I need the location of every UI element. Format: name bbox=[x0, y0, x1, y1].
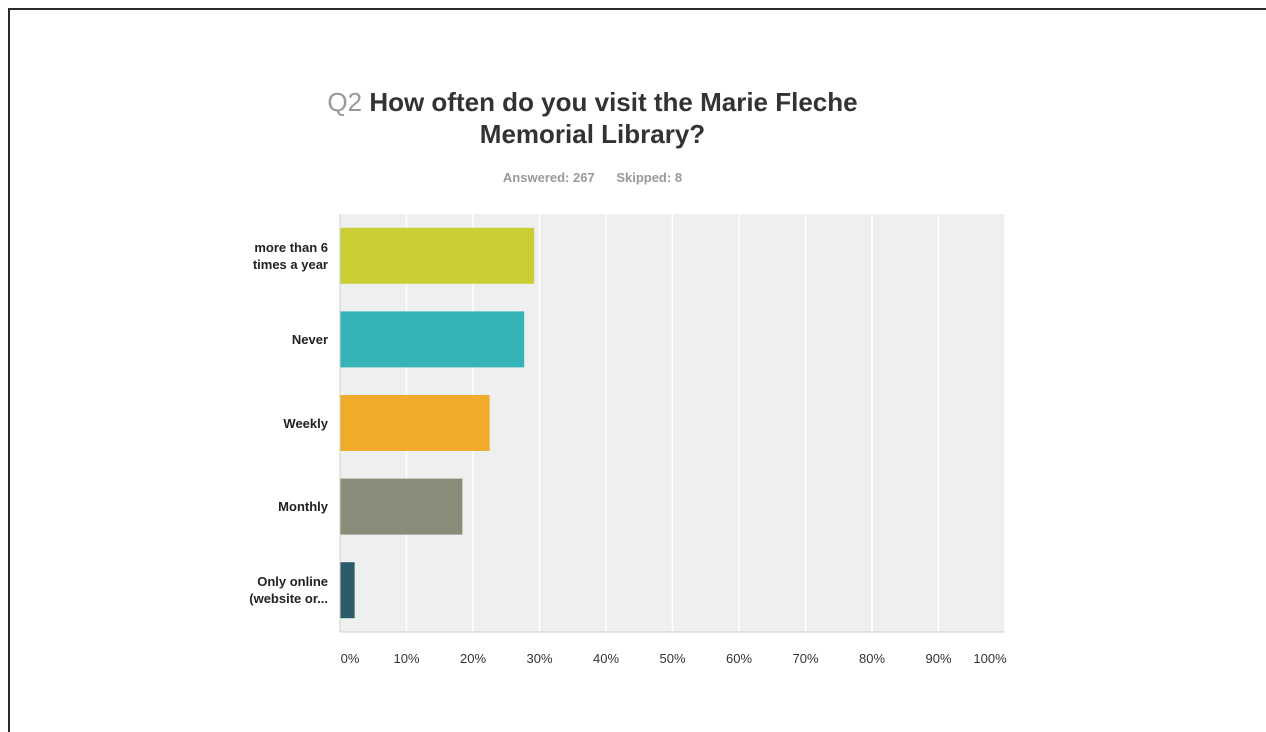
skipped-count: Skipped: 8 bbox=[616, 170, 683, 185]
bar bbox=[340, 478, 463, 535]
category-label: more than 6 times a year bbox=[148, 239, 328, 273]
chart-title: Q2 How often do you visit the Marie Flec… bbox=[300, 86, 885, 150]
response-stats: Answered: 267 Skipped: 8 bbox=[300, 170, 885, 185]
bar bbox=[340, 562, 355, 619]
x-tick-label: 90% bbox=[925, 651, 951, 666]
x-axis: 0% 10% 20% 30% 40% 50% 60% 70% 80% 90% 100% bbox=[339, 214, 1007, 666]
category-label: Weekly bbox=[148, 415, 328, 432]
x-tick-label: 80% bbox=[859, 651, 885, 666]
answered-count: Answered: 267 bbox=[502, 170, 595, 185]
x-tick-label: 60% bbox=[726, 651, 752, 666]
category-label-line: more than 6 bbox=[254, 239, 328, 255]
x-tick-label: 100% bbox=[973, 651, 1007, 666]
category-label-line: Weekly bbox=[283, 415, 328, 431]
category-label-line: times a year bbox=[252, 256, 328, 272]
question-text-line1: How often do you visit the Marie Fleche bbox=[369, 87, 858, 117]
bar bbox=[340, 227, 535, 284]
category-label-line: Only online bbox=[257, 574, 328, 590]
bar bbox=[340, 395, 490, 451]
x-tick-label: 10% bbox=[393, 651, 419, 666]
x-tick-label: 50% bbox=[659, 651, 685, 666]
category-label: Monthly bbox=[148, 498, 328, 515]
category-label: Never bbox=[148, 331, 328, 348]
question-text-line2: Memorial Library? bbox=[479, 119, 706, 149]
bar bbox=[340, 311, 525, 368]
bars bbox=[340, 227, 535, 619]
category-label-line: (website or... bbox=[249, 591, 328, 607]
category-label-line: Monthly bbox=[278, 499, 328, 515]
x-tick-label: 70% bbox=[792, 651, 818, 666]
category-label: Only online (website or... bbox=[148, 573, 328, 607]
category-label-line: Never bbox=[291, 331, 328, 347]
x-tick-label: 20% bbox=[460, 651, 486, 666]
question-number: Q2 bbox=[327, 87, 363, 117]
x-tick-label: 30% bbox=[526, 651, 552, 666]
x-tick-label: 0% bbox=[341, 651, 360, 666]
x-tick-label: 40% bbox=[593, 651, 619, 666]
category-labels: more than 6 times a year Never Weekly Monthl… bbox=[148, 0, 328, 732]
